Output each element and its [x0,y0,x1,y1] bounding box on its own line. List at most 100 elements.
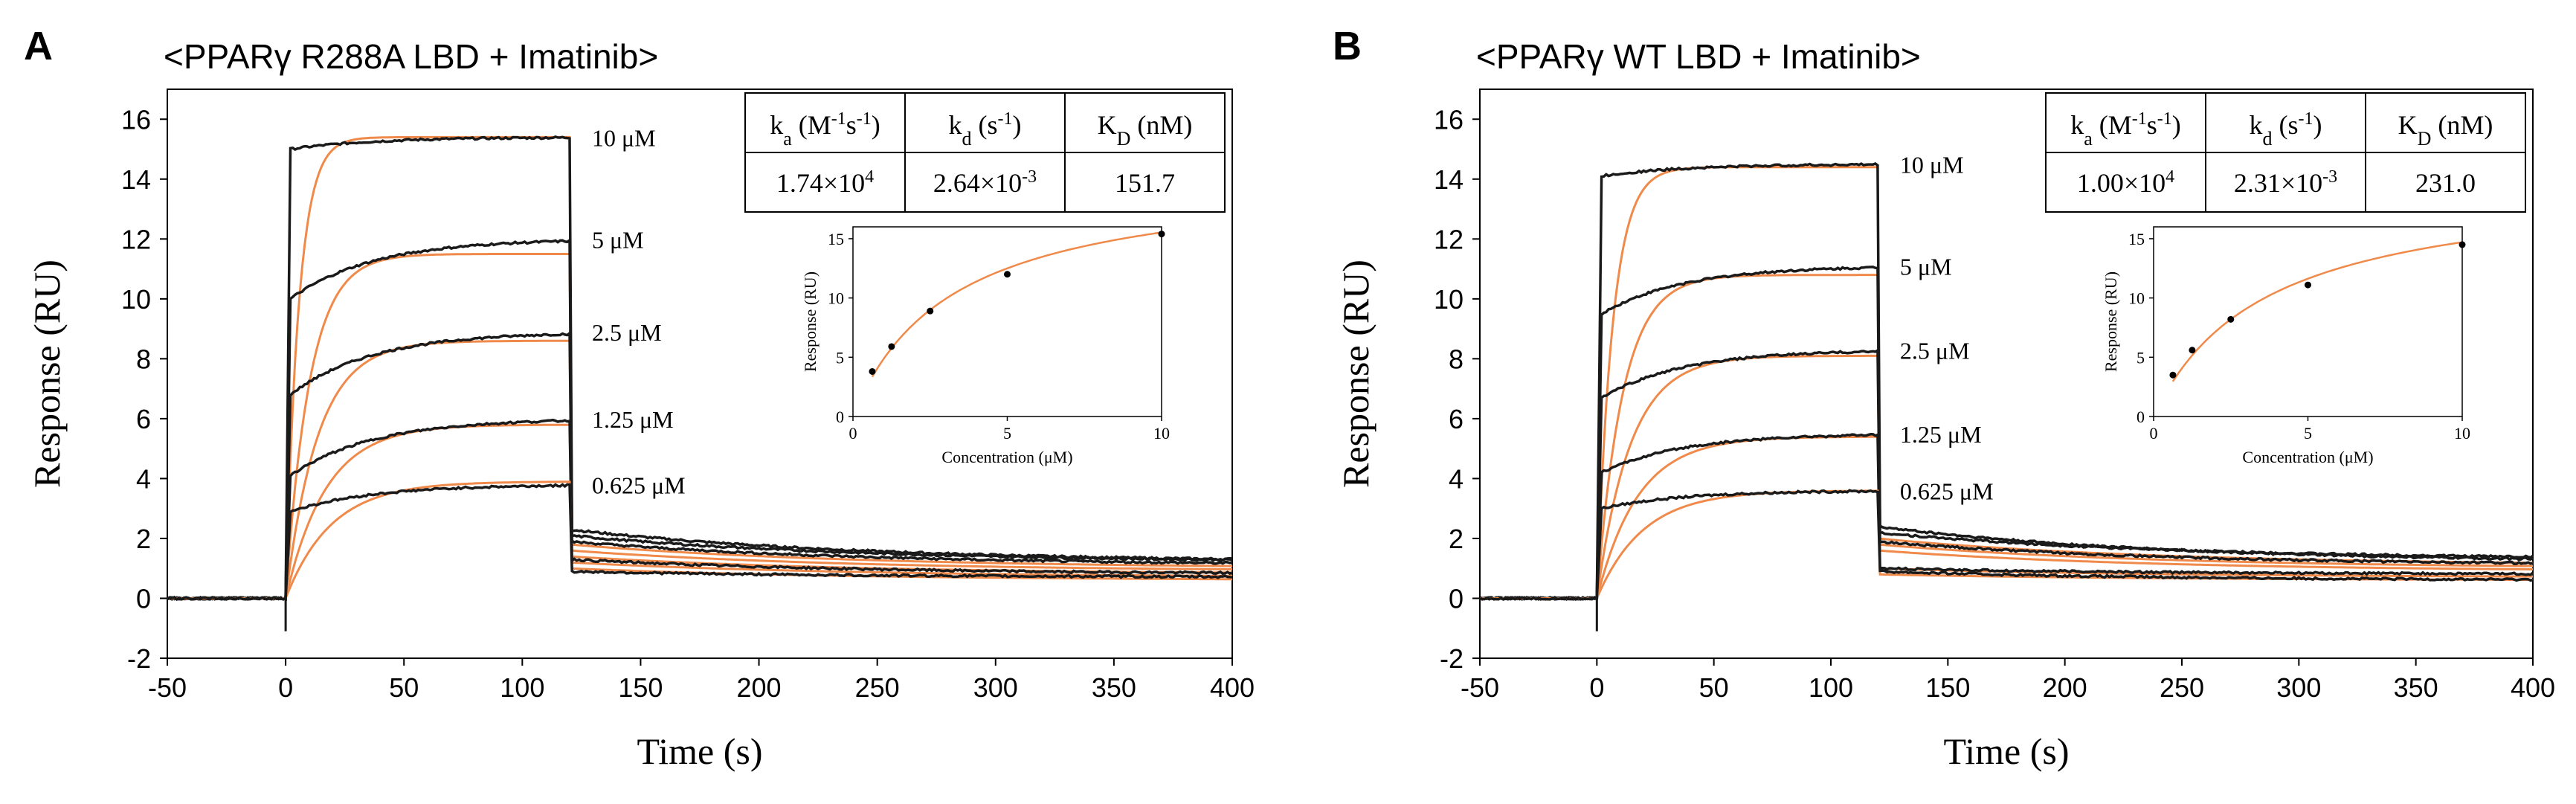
text-part: D [2418,128,2432,149]
sensorgram-curve [167,483,1233,601]
text-part: k [2250,110,2263,140]
text-part: D [1117,128,1131,149]
series-label: 10 μM [592,124,656,151]
sensorgram-curve [166,418,1233,601]
y-axis-label: Response (RU) [1335,260,1376,488]
y-tick-label: 14 [121,164,151,195]
table-value: 2.31×10-3 [2234,167,2337,198]
y-tick-label: 16 [1434,104,1464,135]
inset-frame [2153,226,2463,417]
inset-y-tick-label: 5 [836,348,844,367]
inset-data-point [2459,241,2466,248]
series-label: 0.625 μM [592,472,686,498]
fit-curve [1480,274,2533,599]
inset-data-point [2305,281,2311,289]
text-part: 2.31×10 [2234,168,2322,198]
inset-x-label: Concentration (μM) [2242,448,2373,466]
inset-x-tick-label: 0 [2150,424,2158,443]
x-tick-label: -50 [1461,672,1499,703]
inset-frame [852,226,1162,417]
inset-y-label: Response (RU) [801,271,820,372]
text-part: (nM) [2431,110,2493,140]
text-part: -3 [2322,167,2337,187]
inset-fit-curve [2171,241,2461,382]
plot-frame [1479,89,2534,659]
inset-data-point [888,343,895,350]
y-tick-label: 12 [121,224,151,254]
fit-curve [167,423,1232,599]
inset-data-point [1004,271,1011,278]
series-label: 1.25 μM [592,406,674,433]
panel-label: A [24,24,53,68]
text-part: K [1098,110,1117,140]
inset-x-tick-label: 10 [2454,424,2470,443]
y-tick-label: 10 [121,284,151,315]
sensorgram-curve [1478,348,2534,602]
series-label: 0.625 μM [1900,478,1994,505]
x-tick-label: 200 [2043,672,2087,703]
panel-b: B <PPARγ WT LBD + Imatinib> -2 0 2 4 6 8 10 12 14 1… [1333,24,2555,772]
sensorgram-curve [167,237,1233,602]
inset-x-tick-label: 0 [849,424,857,443]
y-tick-label: 8 [136,344,151,374]
inset-data-point [869,367,876,375]
y-tick-label: 6 [1449,404,1464,434]
chart-title: <PPARγ R288A LBD + Imatinib> [164,37,658,76]
table-value: 151.7 [1115,168,1175,198]
table-header: KD (nM) [2398,110,2493,149]
y-tick-label: -2 [127,643,151,674]
text-part: 2.64×10 [933,168,1022,198]
inset-y-label: Response (RU) [2102,271,2120,372]
x-tick-label: 50 [1699,672,1729,703]
table-header: ka (M-1s-1) [770,109,880,149]
text-part: -1 [857,109,872,129]
x-axis-label: Time (s) [637,730,762,772]
inset-y-tick-label: 0 [2137,408,2145,426]
text-part: d [2263,128,2273,149]
inset-chart: 0 5 10 0 5 10 15 Concentration (μM) Response (RU… [2102,226,2470,466]
series-label: 2.5 μM [1900,337,1970,364]
text-part: a [2084,128,2093,149]
inset-y-tick-label: 10 [828,289,844,308]
inset-y-tick-label: 15 [2128,230,2145,248]
x-tick-label: 300 [2276,672,2321,703]
x-tick-label: -50 [148,672,187,703]
y-tick-label: 14 [1434,164,1464,195]
y-tick-label: 16 [121,104,151,135]
text-part: 1.74×10 [776,168,865,198]
y-tick-label: 6 [136,404,151,434]
text-part: (s [2273,110,2299,140]
table-header: KD (nM) [1098,110,1193,149]
y-tick-label: 2 [136,524,151,554]
series-label: 5 μM [1900,254,1952,280]
chart-title: <PPARγ WT LBD + Imatinib> [1476,37,1921,76]
inset-chart: 0 5 10 0 5 10 15 Concentration (μM) Response (RU… [801,226,1170,466]
text-part: 4 [865,167,874,187]
y-tick-label: 0 [136,583,151,614]
plot-frame [167,89,1233,659]
text-part: (s [972,110,998,140]
x-tick-label: 150 [1925,672,1970,703]
y-tick-label: 4 [136,463,151,494]
text-part: ) [2172,110,2181,140]
y-axis-label: Response (RU) [26,260,68,488]
table-header: kd (s-1) [2250,109,2322,149]
x-tick-label: 250 [2160,672,2204,703]
x-tick-label: 400 [1210,672,1255,703]
y-tick-label: 4 [1449,463,1464,494]
x-tick-label: 0 [278,672,293,703]
x-tick-label: 100 [1809,672,1853,703]
text-part: -1 [2157,109,2172,129]
inset-data-point [2189,347,2196,354]
fit-curve [1480,354,2533,599]
inset-data-point [1158,231,1165,238]
table-value: 1.00×104 [2077,167,2174,198]
text-part: (M [792,110,831,140]
x-tick-label: 350 [2394,672,2438,703]
inset-y-tick-label: 15 [828,230,844,248]
inset-x-tick-label: 5 [2304,424,2312,443]
text-part: k [770,110,783,140]
text-part: -1 [2299,109,2313,129]
